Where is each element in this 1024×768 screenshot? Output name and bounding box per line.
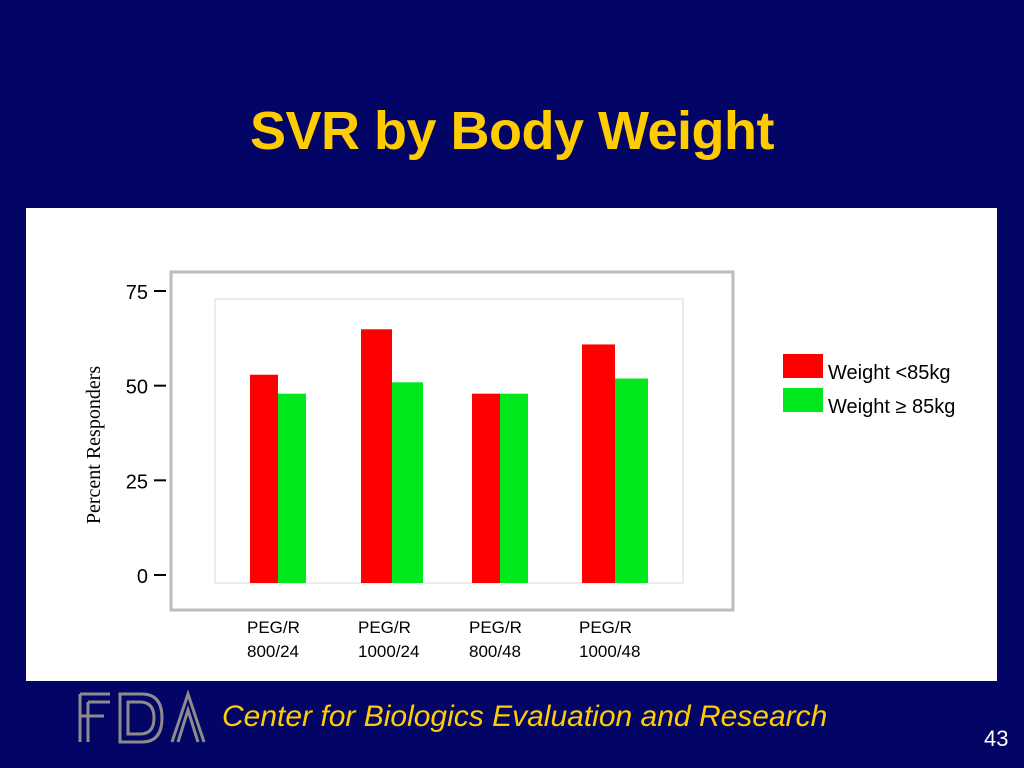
- bars: [250, 329, 648, 583]
- legend-label: Weight <85kg: [828, 362, 951, 384]
- bar-chart: 0 25 50 75 PEG/R 800/24 PEG/R 1000/24 PEG/R 800/…: [83, 270, 955, 661]
- legend-swatch: [783, 388, 823, 412]
- x-tick-label: PEG/R: [247, 618, 300, 637]
- bar-weight-under-85-3: [472, 393, 500, 583]
- bar-weight-under-85-1: [250, 374, 278, 583]
- x-tick-label: PEG/R: [469, 618, 522, 637]
- footer-organization: Center for Biologics Evaluation and Rese…: [222, 700, 828, 733]
- bar-weight-85-plus-4: [615, 378, 648, 583]
- x-tick-label: PEG/R: [579, 618, 632, 637]
- y-tick-label: 50: [126, 377, 148, 399]
- x-tick-label: 1000/24: [358, 642, 419, 661]
- y-tick-label: 0: [137, 566, 148, 588]
- x-tick-label: 1000/48: [579, 642, 640, 661]
- y-tick-label: 25: [126, 471, 148, 493]
- legend-swatch: [783, 354, 823, 378]
- x-tick-label: 800/48: [469, 642, 521, 661]
- y-axis: 0 25 50 75: [126, 282, 166, 588]
- bar-weight-85-plus-1: [278, 393, 306, 583]
- bar-weight-under-85-2: [361, 329, 392, 583]
- y-tick-label: 75: [126, 282, 148, 304]
- bar-weight-85-plus-2: [392, 382, 423, 583]
- x-axis-labels: PEG/R 800/24 PEG/R 1000/24 PEG/R 800/48 PEG/R 1…: [247, 618, 640, 661]
- fda-logo-icon: [78, 690, 206, 744]
- bar-weight-85-plus-3: [500, 393, 528, 583]
- y-axis-label: Percent Responders: [83, 366, 105, 525]
- x-tick-label: PEG/R: [358, 618, 411, 637]
- legend: Weight <85kg Weight ≥ 85kg: [783, 354, 955, 418]
- bar-weight-under-85-4: [582, 344, 615, 583]
- x-tick-label: 800/24: [247, 642, 299, 661]
- chart-panel: 0 25 50 75 PEG/R 800/24 PEG/R 1000/24 PEG/R 800/…: [26, 208, 997, 681]
- chart-frame-shadow: [169, 270, 735, 612]
- slide-title: SVR by Body Weight: [249, 101, 775, 161]
- slide-number: 43: [984, 726, 1009, 751]
- legend-label: Weight ≥ 85kg: [828, 396, 955, 418]
